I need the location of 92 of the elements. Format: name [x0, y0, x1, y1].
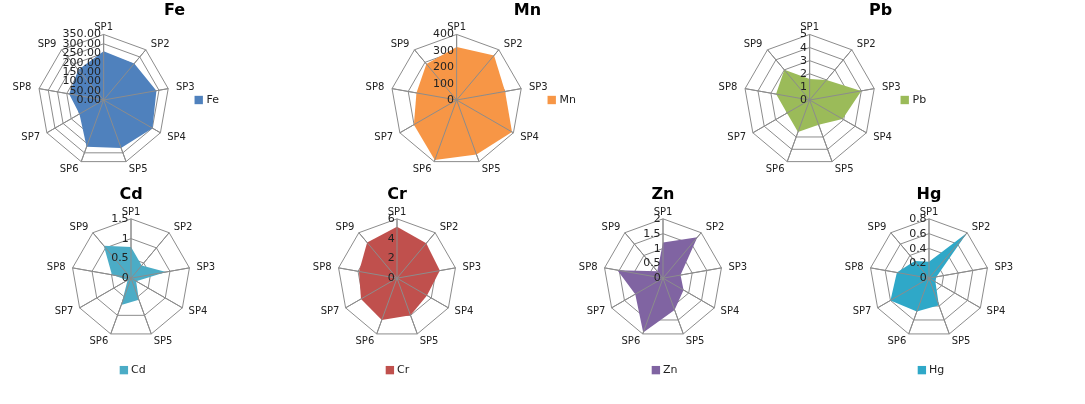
- spoke-label: SP2: [856, 37, 876, 49]
- spoke-label: SP4: [454, 305, 474, 317]
- y-tick-label: 4: [387, 231, 395, 245]
- legend-label: Cr: [397, 363, 410, 377]
- spoke-label: SP6: [59, 163, 79, 175]
- spoke-label: SP5: [419, 334, 439, 346]
- spoke-label: SP5: [481, 163, 501, 175]
- spoke-label: SP4: [520, 130, 539, 142]
- spoke-label: SP5: [951, 334, 971, 346]
- spoke-label: SP7: [54, 305, 74, 317]
- spoke-label: SP6: [765, 163, 785, 175]
- y-tick-label: 1: [121, 231, 129, 245]
- spoke-label: SP8: [46, 260, 66, 272]
- y-tick-label: 0.00: [76, 93, 102, 106]
- spoke-label: SP3: [196, 260, 216, 272]
- spoke-label: SP2: [705, 221, 725, 233]
- spoke-label: SP8: [578, 260, 598, 272]
- legend-label: Cd: [131, 363, 146, 377]
- spoke-label: SP8: [365, 81, 385, 93]
- spoke-label: SP8: [312, 260, 332, 272]
- spoke-label: SP6: [89, 334, 109, 346]
- spoke-label: SP4: [188, 305, 208, 317]
- y-tick-label: 0: [800, 93, 808, 106]
- spoke-label: SP2: [439, 221, 459, 233]
- y-tick-label: 0: [919, 271, 927, 285]
- spoke-label: SP9: [37, 37, 57, 49]
- legend-label: Zn: [663, 363, 678, 377]
- spoke-label: SP9: [867, 221, 887, 233]
- spoke-label: SP6: [887, 334, 907, 346]
- spoke-label: SP4: [720, 305, 740, 317]
- spoke-label: SP3: [728, 260, 748, 272]
- chart-title: Cr: [387, 184, 407, 203]
- spoke-label: SP5: [685, 334, 705, 346]
- y-tick-label: 100: [433, 76, 455, 90]
- spoke-label: SP5: [834, 163, 854, 175]
- y-tick-label: 1.5: [643, 226, 661, 240]
- y-tick-label: 2: [800, 66, 808, 80]
- y-tick-label: 2: [387, 251, 395, 265]
- spoke-label: SP9: [335, 221, 355, 233]
- y-tick-label: 200: [433, 60, 455, 74]
- spoke-label: SP3: [528, 81, 548, 93]
- spoke-label: SP7: [727, 130, 747, 142]
- legend-label: Pb: [912, 93, 927, 106]
- spoke-label: SP6: [621, 334, 641, 346]
- y-tick-label: 300: [433, 43, 455, 57]
- spoke-label: SP3: [881, 81, 901, 93]
- spoke-label: SP4: [986, 305, 1006, 317]
- y-tick-label: 0: [387, 271, 395, 285]
- spoke-label: SP4: [167, 130, 186, 142]
- chart-title: Cd: [119, 184, 143, 203]
- spoke-label: SP7: [586, 305, 606, 317]
- spoke-label: SP4: [873, 130, 892, 142]
- chart-title: Fe: [163, 0, 186, 19]
- spoke-label: SP7: [320, 305, 340, 317]
- chart-title: Mn: [513, 0, 542, 19]
- spoke-label: SP3: [994, 260, 1014, 272]
- spoke-label: SP7: [374, 130, 394, 142]
- spoke-label: SP9: [601, 221, 621, 233]
- spoke-label: SP3: [175, 81, 195, 93]
- chart-title: Hg: [916, 184, 942, 203]
- spoke-label: SP5: [153, 334, 173, 346]
- spoke-label: SP7: [21, 130, 41, 142]
- spoke-label: SP9: [390, 37, 410, 49]
- spoke-label: SP6: [412, 163, 432, 175]
- spoke-label: SP5: [128, 163, 148, 175]
- spoke-label: SP6: [355, 334, 375, 346]
- spoke-label: SP9: [743, 37, 763, 49]
- chart-title: Pb: [868, 0, 893, 19]
- chart-title: Zn: [651, 184, 675, 203]
- y-tick-label: 3: [800, 53, 808, 67]
- y-tick-label: 0.4: [909, 241, 927, 255]
- spoke-label: SP2: [150, 37, 170, 49]
- spoke-label: SP7: [852, 305, 872, 317]
- y-tick-label: 0.6: [909, 226, 927, 240]
- y-tick-label: 0.5: [111, 251, 129, 265]
- y-tick-label: 0: [447, 93, 455, 106]
- y-tick-label: 4: [800, 40, 808, 54]
- legend-label: Mn: [559, 93, 577, 106]
- y-tick-label: 0.5: [643, 256, 661, 270]
- spoke-label: SP3: [462, 260, 482, 272]
- y-tick-label: 1: [800, 79, 808, 93]
- spoke-label: SP2: [503, 37, 523, 49]
- spoke-label: SP8: [718, 81, 738, 93]
- spoke-label: SP2: [971, 221, 991, 233]
- legend-label: Hg: [929, 363, 945, 377]
- spoke-label: SP9: [69, 221, 89, 233]
- spoke-label: SP2: [173, 221, 193, 233]
- spoke-label: SP8: [12, 81, 32, 93]
- legend-label: Fe: [206, 93, 220, 106]
- y-tick-label: 1: [653, 241, 661, 255]
- spoke-label: SP8: [844, 260, 864, 272]
- y-tick-label: 0: [653, 271, 661, 285]
